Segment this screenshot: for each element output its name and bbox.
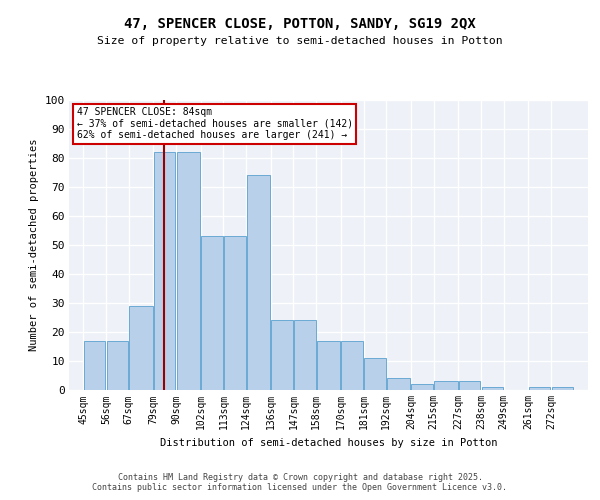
Bar	[224, 236, 245, 390]
Bar	[247, 176, 270, 390]
Bar	[459, 382, 480, 390]
Bar	[317, 340, 340, 390]
Text: 47 SPENCER CLOSE: 84sqm
← 37% of semi-detached houses are smaller (142)
62% of s: 47 SPENCER CLOSE: 84sqm ← 37% of semi-de…	[77, 108, 353, 140]
X-axis label: Distribution of semi-detached houses by size in Potton: Distribution of semi-detached houses by …	[160, 438, 497, 448]
Bar	[529, 387, 550, 390]
Bar	[294, 320, 316, 390]
Bar	[482, 387, 503, 390]
Bar	[341, 340, 363, 390]
Text: Size of property relative to semi-detached houses in Potton: Size of property relative to semi-detach…	[97, 36, 503, 46]
Bar	[202, 236, 223, 390]
Y-axis label: Number of semi-detached properties: Number of semi-detached properties	[29, 138, 39, 352]
Bar	[364, 358, 386, 390]
Bar	[551, 387, 573, 390]
Bar	[130, 306, 153, 390]
Bar	[107, 340, 128, 390]
Text: Contains HM Land Registry data © Crown copyright and database right 2025.
Contai: Contains HM Land Registry data © Crown c…	[92, 473, 508, 492]
Bar	[154, 152, 175, 390]
Bar	[387, 378, 410, 390]
Bar	[434, 382, 458, 390]
Text: 47, SPENCER CLOSE, POTTON, SANDY, SG19 2QX: 47, SPENCER CLOSE, POTTON, SANDY, SG19 2…	[124, 18, 476, 32]
Bar	[177, 152, 200, 390]
Bar	[271, 320, 293, 390]
Bar	[412, 384, 433, 390]
Bar	[84, 340, 106, 390]
